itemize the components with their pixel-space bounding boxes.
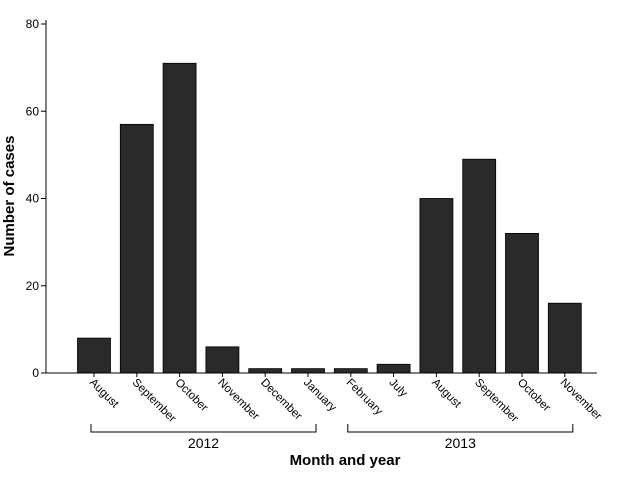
y-axis-title: Number of cases: [1, 136, 18, 257]
bar-2: [162, 62, 197, 374]
bar-8: [419, 198, 454, 374]
year-groups: 2012 2013: [90, 424, 574, 451]
x-tick-label: September: [472, 377, 520, 425]
x-tick-label: September: [130, 377, 178, 425]
bar-7: [376, 363, 411, 374]
x-tick-label: July: [386, 377, 409, 400]
year-bracket-2013: [347, 424, 574, 433]
bar-3: [205, 346, 240, 374]
y-tick-label: 40: [26, 192, 40, 206]
y-tick-label: 60: [26, 104, 40, 118]
x-tick-label: February: [344, 377, 385, 418]
x-tick-label: October: [172, 377, 210, 415]
x-axis-title: Month and year: [290, 452, 401, 469]
bar-9: [462, 158, 497, 374]
x-tick-label: November: [215, 377, 261, 423]
bar-10: [505, 232, 539, 374]
x-tick-label: December: [258, 377, 304, 423]
bars: [77, 62, 582, 374]
bar-6: [333, 368, 368, 374]
bar-1: [119, 123, 154, 374]
x-tick-label: August: [87, 377, 121, 411]
year-bracket-2012: [90, 424, 317, 433]
bar-5: [291, 368, 325, 374]
y-axis: 0 20 40 60 80: [26, 17, 47, 380]
x-tick-label: October: [515, 377, 553, 415]
x-tick-label: January: [301, 377, 339, 415]
year-label-2013: 2013: [445, 435, 476, 451]
y-tick-label: 20: [26, 279, 40, 293]
bar-0: [77, 337, 111, 374]
bar-4: [248, 368, 283, 374]
x-tick-label: August: [429, 377, 463, 411]
y-tick-label: 80: [26, 17, 40, 31]
x-tick-label: November: [558, 377, 604, 423]
year-label-2012: 2012: [188, 435, 219, 451]
y-tick-label: 0: [32, 366, 39, 380]
bar-11: [547, 302, 582, 374]
